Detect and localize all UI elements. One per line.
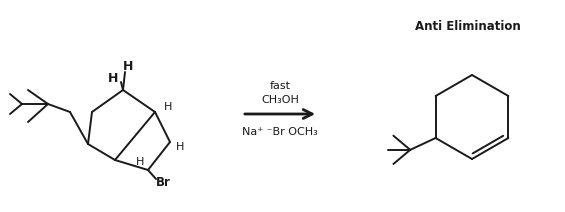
Text: Na⁺ ⁻Br OCH₃: Na⁺ ⁻Br OCH₃ [242,127,318,137]
Text: H: H [108,71,118,85]
Text: CH₃OH: CH₃OH [261,95,299,105]
Text: H: H [136,157,144,167]
Text: Br: Br [156,177,171,190]
Text: H: H [176,142,184,152]
Text: Anti Elimination: Anti Elimination [415,21,521,33]
Text: H: H [123,60,133,73]
Text: H: H [164,102,172,112]
Text: fast: fast [270,81,290,91]
